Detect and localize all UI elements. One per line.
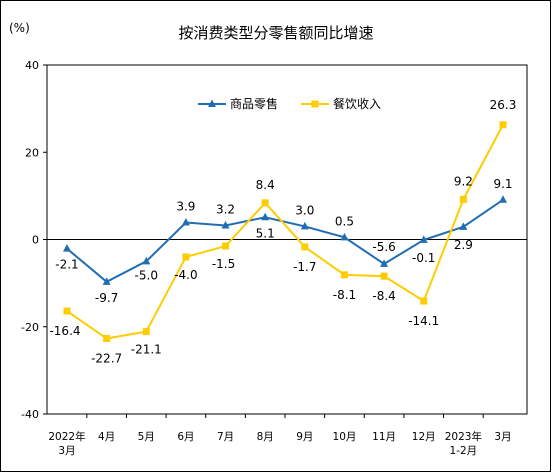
x-tick-label: 5月 [138,431,155,443]
x-tick-label: 1-2月 [450,445,478,457]
x-tick-label: 8月 [257,431,274,443]
data-point [261,212,270,221]
data-label: -5.6 [372,240,395,254]
data-point [340,271,348,279]
x-tick-label: 11月 [372,431,396,443]
legend-marker [311,100,319,108]
x-tick-label: 2023年 [445,430,482,443]
x-tick-label: 9月 [296,431,313,443]
data-label: -14.1 [408,314,439,328]
y-tick-label: 0 [32,234,39,247]
data-label: -16.4 [49,324,80,338]
y-tick-label: -20 [21,321,39,334]
data-label: -1.5 [212,257,235,271]
data-label: 3.9 [176,199,195,213]
legend-marker [208,99,216,107]
data-label: -8.4 [372,289,395,303]
data-point [300,221,309,230]
data-point [459,195,467,203]
data-point [142,328,150,336]
x-tick-label: 10月 [333,431,357,443]
x-tick-label: 6月 [177,431,194,443]
data-label: 9.1 [493,177,512,191]
data-label: -5.0 [135,268,158,282]
data-point [261,199,269,207]
y-tick-label: -40 [21,408,39,421]
data-label: 9.2 [454,174,473,188]
x-tick-label: 3月 [494,431,511,443]
y-unit-label: (%) [9,21,30,35]
x-tick-label: 4月 [98,431,115,443]
data-point [419,235,428,243]
legend-label: 餐饮收入 [333,96,381,111]
data-point [380,259,389,267]
data-label: -2.1 [55,258,78,272]
data-point [459,222,468,230]
data-label: -8.1 [333,288,356,302]
data-label: -9.7 [95,291,118,305]
data-label: -0.1 [412,251,435,265]
data-point [420,297,428,305]
data-point [380,272,388,280]
chart-title: 按消费类型分零售额同比增速 [178,24,373,42]
data-label: -22.7 [91,352,122,366]
legend-label: 商品零售 [230,96,278,111]
data-point [63,307,71,315]
data-label: 3.2 [216,203,235,217]
data-label: 2.9 [454,238,473,252]
series-line-retail [66,198,504,284]
data-label: 8.4 [256,178,275,192]
data-point [63,244,71,252]
data-label: 26.3 [490,98,517,112]
x-tick-label: 2022年 [48,430,85,443]
data-label: 0.5 [335,214,354,228]
data-label: 3.0 [295,203,314,217]
data-label: 5.1 [256,226,275,240]
data-point [182,253,190,261]
data-point [181,217,190,226]
data-point [103,335,111,343]
x-tick-label: 12月 [412,431,436,443]
data-label: -4.0 [174,268,197,282]
data-point [499,195,507,203]
data-point [222,242,230,250]
x-tick-label: 7月 [217,431,234,443]
data-point [142,256,151,265]
data-point [221,221,230,229]
data-label: -21.1 [131,343,162,357]
x-tick-label: 3月 [58,445,75,457]
data-point [499,121,507,129]
series-line-catering [66,124,504,340]
data-point [340,232,349,241]
y-tick-label: 20 [25,146,39,159]
data-point [102,277,111,285]
y-tick-label: 40 [25,59,39,72]
data-point [301,243,309,251]
data-label: -1.7 [293,260,316,274]
